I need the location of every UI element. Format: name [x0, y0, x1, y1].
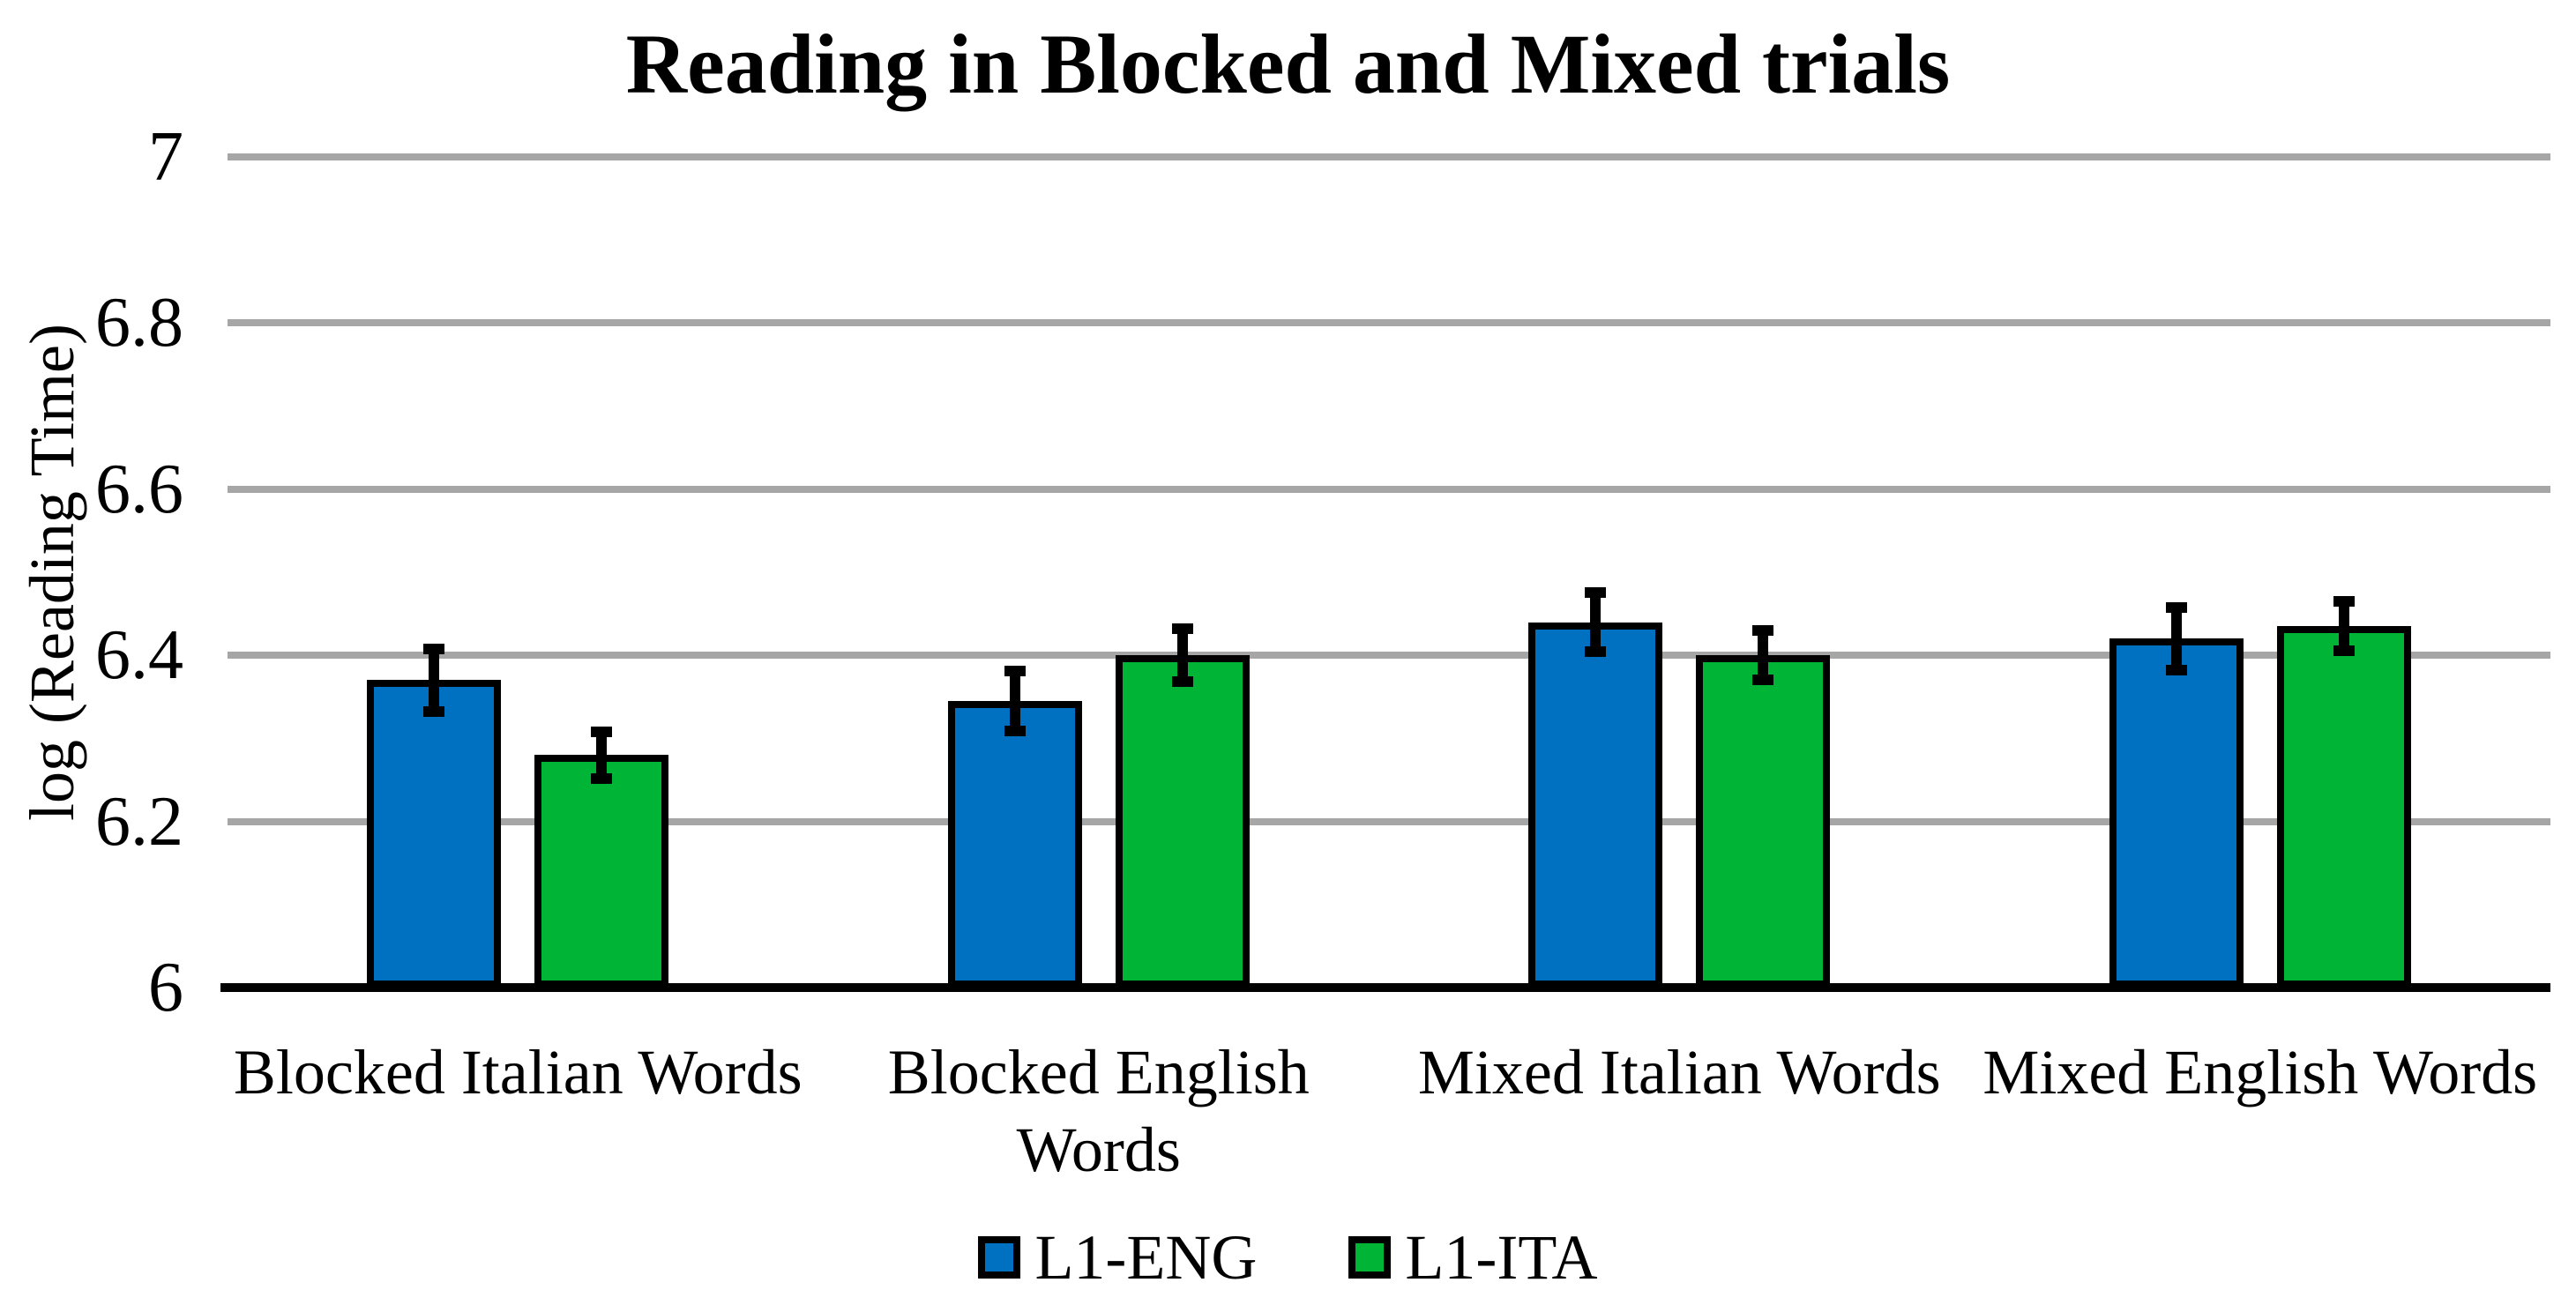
y-tick-6: 6: [148, 949, 183, 1026]
legend-label-l1-ita: L1-ITA: [1405, 1222, 1598, 1293]
y-tick-6.4: 6.4: [95, 616, 183, 695]
error-bar-cap-bottom: [591, 772, 613, 784]
gridline-6.8: [228, 319, 2550, 327]
error-bar-line: [429, 648, 440, 712]
x-category-label-3: Mixed Italian Words: [1417, 1037, 1941, 1107]
x-category-label-2: Blocked English Words: [887, 1037, 1310, 1185]
legend-item-l1-ita: L1-ITA: [1348, 1222, 1598, 1293]
error-bar-cap-bottom: [1752, 675, 1774, 686]
error-bar-line: [1590, 592, 1602, 652]
error-bar-cap-top: [2165, 601, 2187, 613]
error-bar-cap-bottom: [1171, 676, 1193, 688]
x-axis-line: [220, 983, 2550, 992]
error-bar-cap-bottom: [423, 706, 445, 718]
legend-swatch-icon-l1-eng: [978, 1236, 1021, 1279]
error-bar-line: [2170, 607, 2182, 671]
bar-l1-eng-category-3: [1528, 622, 1663, 988]
legend-label-l1-eng: L1-ENG: [1034, 1222, 1258, 1293]
y-tick-6.8: 6.8: [95, 284, 183, 362]
y-axis-title: log (Reading Time): [0, 157, 104, 988]
error-bar-cap-top: [2333, 595, 2355, 607]
error-bar-cap-top: [591, 726, 613, 737]
error-bar-line: [1009, 671, 1020, 731]
error-bar-line: [2338, 600, 2349, 652]
error-bar-cap-top: [423, 643, 445, 654]
y-tick-6.6: 6.6: [95, 450, 183, 528]
legend-item-l1-eng: L1-ENG: [978, 1226, 1257, 1289]
bar-l1-ita-category-4: [2276, 626, 2411, 988]
error-bar-line: [596, 731, 608, 779]
error-bar-cap-top: [1171, 623, 1193, 635]
y-tick-6.2: 6.2: [95, 782, 183, 861]
y-tick-7: 7: [148, 118, 183, 196]
error-bar-line: [1758, 630, 1769, 681]
error-bar-cap-bottom: [2165, 665, 2187, 676]
y-axis-title-text: log (Reading Time): [16, 323, 87, 821]
gridline-7: [228, 153, 2550, 160]
gridline-6.2: [228, 817, 2550, 825]
gridline-6.4: [228, 652, 2550, 660]
bar-l1-ita-category-1: [534, 755, 669, 988]
error-bar-cap-bottom: [1585, 646, 1607, 658]
error-bar-cap-top: [1585, 586, 1607, 598]
error-bar-cap-bottom: [1004, 725, 1026, 736]
legend: L1-ENG L1-ITA: [0, 1226, 2576, 1289]
bar-l1-eng-category-2: [947, 701, 1082, 988]
error-bar-cap-bottom: [2333, 645, 2355, 657]
x-category-label-1: Blocked Italian Words: [233, 1037, 803, 1107]
error-bar-cap-top: [1752, 624, 1774, 636]
x-category-label-4: Mixed English Words: [1982, 1037, 2538, 1107]
bar-l1-ita-category-2: [1115, 655, 1250, 988]
bar-l1-eng-category-4: [2109, 638, 2244, 988]
bar-l1-eng-category-1: [367, 680, 502, 988]
gridline-6.6: [228, 485, 2550, 493]
chart-title: Reading in Blocked and Mixed trials: [625, 17, 1951, 111]
error-bar-line: [1176, 629, 1188, 682]
error-bar-cap-top: [1004, 666, 1026, 677]
bar-l1-ita-category-3: [1696, 655, 1831, 988]
legend-swatch-icon-l1-ita: [1348, 1236, 1392, 1279]
